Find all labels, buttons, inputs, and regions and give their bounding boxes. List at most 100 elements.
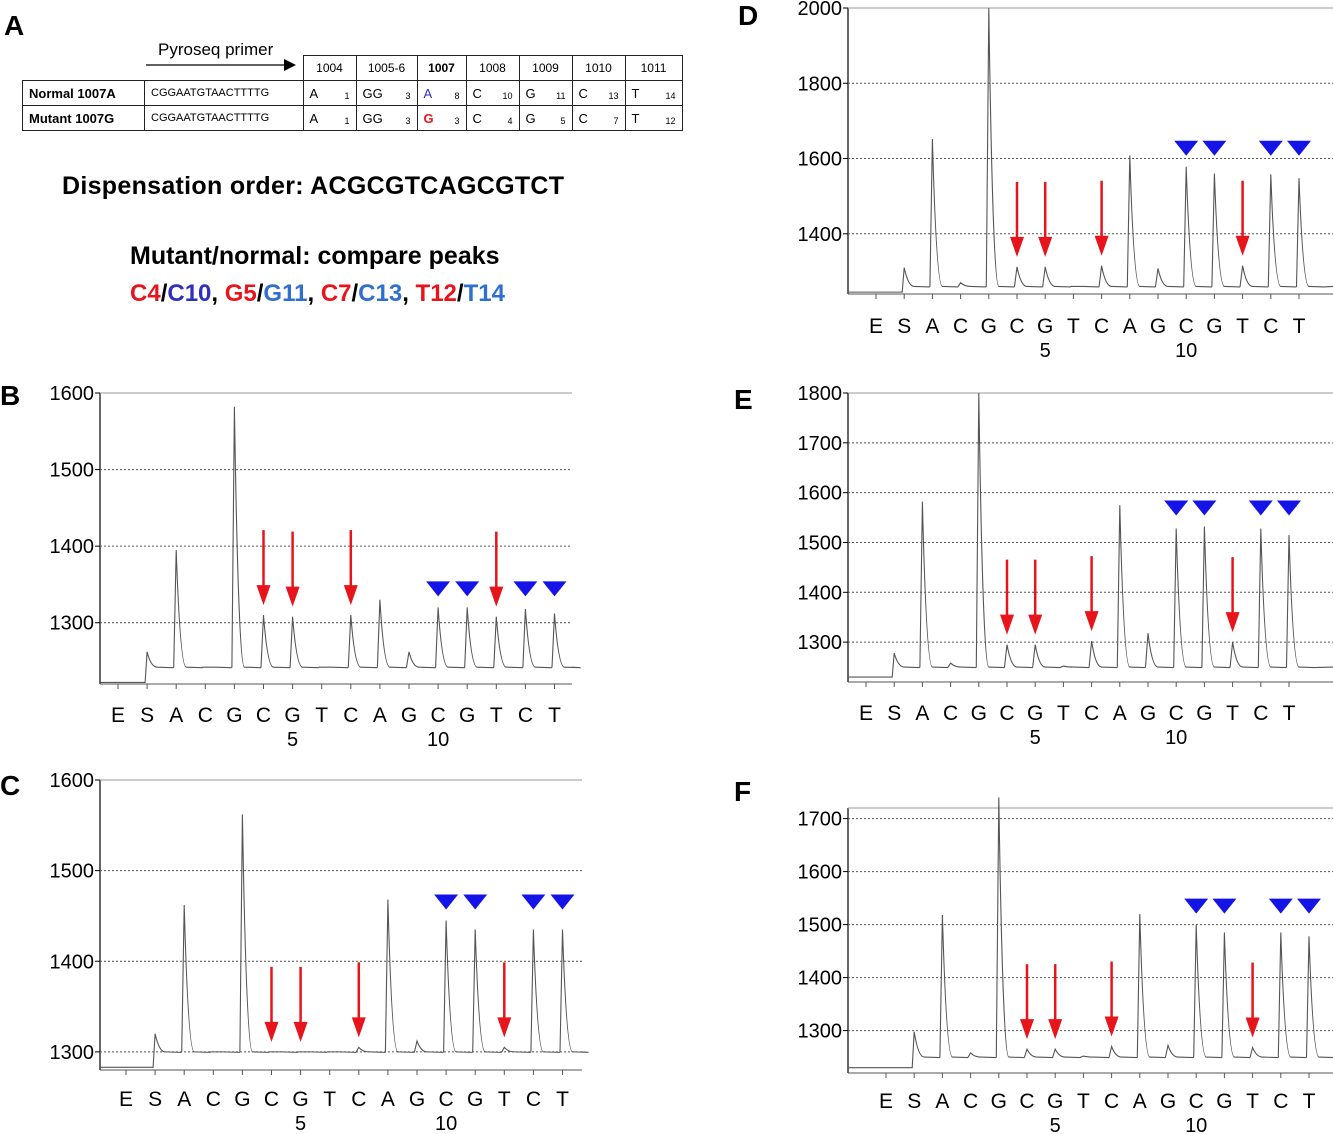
dispensation-label: A xyxy=(1133,1090,1147,1113)
y-tick-label: 1600 xyxy=(50,383,95,405)
dispensation-label: S xyxy=(148,1088,162,1111)
mutant-peak-arrow xyxy=(1245,962,1260,1038)
dispensation-label: T xyxy=(556,1088,569,1111)
dispensation-index-label: 5 xyxy=(295,1113,306,1134)
y-tick-label: 1500 xyxy=(50,460,95,482)
pyrogram-trace xyxy=(100,814,589,1068)
y-tick-label: 2000 xyxy=(798,0,843,20)
dispensation-label: C xyxy=(351,1088,366,1111)
y-tick-label: 1500 xyxy=(798,532,843,554)
dispensation-label: C xyxy=(1189,1090,1204,1113)
panel-letter-d: D xyxy=(738,0,759,31)
dispensation-label: G xyxy=(1216,1090,1232,1113)
mutant-peak-arrow xyxy=(293,966,308,1042)
mutant-peak-arrow xyxy=(256,530,271,606)
row-label: Normal 1007A xyxy=(22,80,145,106)
table-cell: C 10 xyxy=(465,80,520,106)
dispensation-label: C xyxy=(256,704,271,727)
dispensation-label: C xyxy=(1094,315,1109,338)
dispensation-label: T xyxy=(1246,1090,1259,1113)
dispensation-label: S xyxy=(907,1090,921,1113)
normal-peak-g11: G11 xyxy=(263,280,308,307)
mutant-peak-arrow xyxy=(285,531,300,607)
panel-letter-c: C xyxy=(0,770,21,801)
dispensation-label: T xyxy=(1067,315,1080,338)
normal-peak-triangle xyxy=(542,581,567,597)
dispensation-index-label: 10 xyxy=(435,1113,457,1134)
dispensation-label: G xyxy=(971,702,987,725)
normal-peak-triangle xyxy=(1202,140,1227,156)
dispensation-label: T xyxy=(1283,702,1296,725)
dispensation-label: A xyxy=(169,704,183,727)
dispensation-label: S xyxy=(897,315,911,338)
normal-peak-triangle xyxy=(1297,898,1321,914)
dispensation-label: G xyxy=(981,315,997,338)
mutant-peak-c7: C7 xyxy=(320,280,352,307)
primer-label: Pyroseq primer xyxy=(158,40,274,59)
dispensation-index-label: 10 xyxy=(1165,727,1187,749)
dispensation-label: A xyxy=(935,1090,949,1113)
primer-arrow xyxy=(146,59,296,71)
dispensation-label: T xyxy=(490,704,503,727)
sequence-table: 1004 1005-6 1007 1008 1009 1010 1011 Nor… xyxy=(22,55,683,131)
mutant-peak-arrow xyxy=(343,530,358,606)
pyrogram-trace xyxy=(848,392,1333,678)
dispensation-label: C xyxy=(518,704,533,727)
dispensation-label: A xyxy=(381,1088,395,1111)
row-label: Mutant 1007G xyxy=(22,105,145,131)
dispensation-label: A xyxy=(373,704,387,727)
dispensation-label: C xyxy=(1253,702,1268,725)
dispensation-label: T xyxy=(498,1088,511,1111)
dispensation-label: T xyxy=(1226,702,1239,725)
dispensation-label: T xyxy=(1057,702,1070,725)
y-tick-label: 1600 xyxy=(798,149,843,171)
dispensation-label: G xyxy=(1037,315,1053,338)
dispensation-label: G xyxy=(284,704,300,727)
y-tick-label: 1700 xyxy=(798,433,843,455)
dispensation-label: G xyxy=(991,1090,1007,1113)
mutant-peak-arrow xyxy=(1038,181,1053,257)
normal-peak-c13: C13 xyxy=(358,280,403,307)
dispensation-label: C xyxy=(943,702,958,725)
mutant-peak-arrow xyxy=(1020,964,1034,1040)
mutant-peak-c4: C4 xyxy=(130,280,161,307)
dispensation-label: T xyxy=(1303,1090,1316,1113)
pyrogram-trace xyxy=(848,797,1333,1069)
y-tick-label: 1600 xyxy=(50,770,95,792)
mutant-peak-arrow xyxy=(1048,964,1063,1040)
table-cell: T 14 xyxy=(624,80,683,106)
dispensation-label: G xyxy=(409,1088,425,1111)
mutant-peak-arrow xyxy=(489,531,504,607)
dispensation-label: G xyxy=(1150,315,1166,338)
dispensation-label: A xyxy=(925,315,939,338)
dispensation-label: C xyxy=(431,704,446,727)
table-cell: G 11 xyxy=(518,80,573,106)
y-tick-label: 1400 xyxy=(798,582,843,604)
dispensation-index-label: 5 xyxy=(1030,727,1041,749)
table-cell: T 12 xyxy=(624,105,683,131)
dispensation-index-label: 10 xyxy=(1175,340,1197,362)
dispensation-label: C xyxy=(439,1088,454,1111)
dispensation-label: A xyxy=(177,1088,191,1111)
mutant-peak-arrow xyxy=(1010,181,1024,257)
dispensation-label: G xyxy=(1047,1090,1063,1113)
dispensation-label: C xyxy=(264,1088,279,1111)
mutant-peak-arrow xyxy=(1094,180,1109,256)
panel-letter-e: E xyxy=(734,384,753,415)
dispensation-label: E xyxy=(879,1090,893,1113)
normal-peak-triangle xyxy=(1212,898,1237,914)
y-tick-label: 1400 xyxy=(50,951,95,973)
dispensation-label: A xyxy=(1123,315,1137,338)
dispensation-label: G xyxy=(1140,702,1156,725)
mutant-peak-arrow xyxy=(1235,180,1250,256)
mutant-peak-arrow xyxy=(1000,559,1014,635)
mutant-peak-g5: G5 xyxy=(224,280,257,307)
dispensation-label: T xyxy=(1236,315,1249,338)
normal-peak-t14: T14 xyxy=(463,280,505,307)
